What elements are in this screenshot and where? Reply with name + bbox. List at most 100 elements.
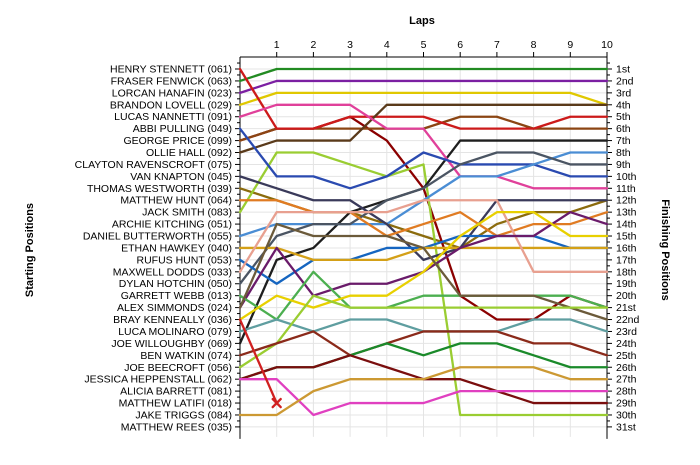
- finish-label: 21st: [616, 302, 636, 314]
- driver-label: HENRY STENNETT (061): [110, 64, 232, 76]
- driver-label: GEORGE PRICE (099): [123, 135, 232, 147]
- driver-label: LUCA MOLINARO (079): [118, 326, 232, 338]
- series-line-22: [238, 211, 609, 321]
- x-tick-label: 1: [274, 39, 280, 51]
- finish-label: 27th: [616, 374, 637, 386]
- x-tick-label: 7: [494, 39, 500, 51]
- series-line-29: [238, 378, 609, 417]
- finish-label: 26th: [616, 362, 637, 374]
- driver-label: ALEX SIMMONDS (024): [117, 302, 232, 314]
- x-axis-title: Laps: [409, 15, 435, 27]
- series-line-16: [238, 199, 609, 238]
- y-axis-title-right: Finishing Positions: [659, 199, 671, 300]
- finish-label: 30th: [616, 409, 637, 421]
- x-tick-label: 9: [567, 39, 573, 51]
- finish-label: 17th: [616, 254, 637, 266]
- driver-label: GARRETT WEBB (013): [121, 290, 232, 302]
- finish-label: 31st: [616, 421, 636, 433]
- series-line-8: [238, 151, 609, 417]
- driver-label: MATTHEW REES (035): [121, 421, 232, 433]
- finish-label: 11th: [616, 183, 636, 195]
- finish-label: 25th: [616, 350, 637, 362]
- series-line-31: [238, 318, 278, 405]
- finish-label: 16th: [616, 242, 637, 254]
- driver-label: LUCAS NANNETTI (091): [114, 111, 232, 123]
- driver-label: BRAY KENNEALLY (036): [113, 314, 232, 326]
- driver-label: JESSICA HEPPENSTALL (062): [84, 374, 232, 386]
- finish-label: 12th: [616, 195, 637, 207]
- series-line-23: [238, 222, 609, 321]
- driver-label: JAKE TRIGGS (084): [135, 409, 232, 421]
- series-line-2: [238, 79, 609, 95]
- driver-label: THOMAS WESTWORTH (039): [87, 183, 232, 195]
- finish-label: 6th: [616, 123, 631, 135]
- x-tick-label: 4: [384, 39, 390, 51]
- driver-label: OLLIE HALL (092): [146, 147, 232, 159]
- finish-label: 19th: [616, 278, 637, 290]
- driver-label: BEN WATKIN (074): [140, 350, 232, 362]
- series-line-9: [238, 103, 609, 154]
- finish-label: 24th: [616, 338, 637, 350]
- finish-label: 29th: [616, 398, 637, 410]
- x-tick-label: 8: [531, 39, 537, 51]
- finish-label: 20th: [616, 290, 637, 302]
- driver-label: BRANDON LOVELL (029): [110, 99, 232, 111]
- driver-label: FRASER FENWICK (063): [111, 75, 232, 87]
- finish-label: 10th: [616, 171, 637, 183]
- series-line-15: [238, 151, 609, 285]
- x-tick-label: 10: [601, 39, 613, 51]
- finish-label: 15th: [616, 231, 637, 243]
- x-tick-label: 2: [310, 39, 316, 51]
- driver-label: ABBI PULLING (049): [133, 123, 232, 135]
- series-line-7: [238, 67, 609, 130]
- x-tick-label: 6: [457, 39, 463, 51]
- driver-label: MAXWELL DODDS (033): [113, 266, 232, 278]
- x-tick-label: 5: [421, 39, 427, 51]
- driver-label: RUFUS HUNT (053): [137, 254, 232, 266]
- finish-label: 4th: [616, 99, 631, 111]
- series-line-21: [238, 270, 609, 321]
- driver-label: JOE WILLOUGHBY (069): [111, 338, 232, 350]
- series-line-19: [238, 199, 609, 273]
- series-line-4: [238, 91, 609, 106]
- y-axis-title-left: Starting Positions: [24, 203, 36, 297]
- driver-label: ARCHIE KITCHING (051): [112, 219, 232, 231]
- finish-label: 2nd: [616, 75, 634, 87]
- finish-label: 5th: [616, 111, 631, 123]
- labels: 1 2 3 4 5 6 7 8 9 10 HENRY STENNETT (061)FRASER FE…: [75, 39, 640, 433]
- finish-label: 3rd: [616, 87, 631, 99]
- driver-label: DANIEL BUTTERWORTH (055): [83, 231, 232, 243]
- series-line-1: [238, 67, 609, 83]
- series-line-26: [238, 330, 609, 357]
- series-line-25: [238, 294, 609, 369]
- series-line-30: [238, 366, 609, 417]
- driver-label: LORCAN HANAFIN (023): [112, 87, 232, 99]
- series-line-11: [238, 103, 609, 190]
- finish-label: 28th: [616, 386, 637, 398]
- axes: [235, 52, 612, 439]
- finish-label: 8th: [616, 147, 631, 159]
- driver-label: CLAYTON RAVENSCROFT (075): [75, 159, 232, 171]
- driver-label: DYLAN HOTCHIN (050): [119, 278, 232, 290]
- driver-label: ETHAN HAWKEY (040): [121, 242, 232, 254]
- driver-label: VAN KNAPTON (045): [130, 171, 232, 183]
- retired-marker: [271, 397, 282, 409]
- driver-label: JOE BEECROFT (056): [124, 362, 232, 374]
- series-line-12: [238, 127, 609, 190]
- series-lines: [238, 67, 609, 417]
- finish-label: 1st: [616, 64, 630, 76]
- x-tick-label: 3: [347, 39, 353, 51]
- finish-label: 13th: [616, 207, 637, 219]
- finish-label: 22nd: [616, 314, 640, 326]
- series-line-14: [238, 175, 609, 262]
- finish-label: 18th: [616, 266, 637, 278]
- driver-label: JACK SMITH (083): [142, 207, 232, 219]
- driver-label: MATTHEW HUNT (064): [120, 195, 232, 207]
- finish-label: 9th: [616, 159, 631, 171]
- finish-label: 7th: [616, 135, 631, 147]
- driver-label: MATTHEW LATIFI (018): [119, 398, 232, 410]
- driver-label: ALICIA BARRETT (081): [120, 386, 232, 398]
- finish-label: 23rd: [616, 326, 637, 338]
- finish-label: 14th: [616, 219, 637, 231]
